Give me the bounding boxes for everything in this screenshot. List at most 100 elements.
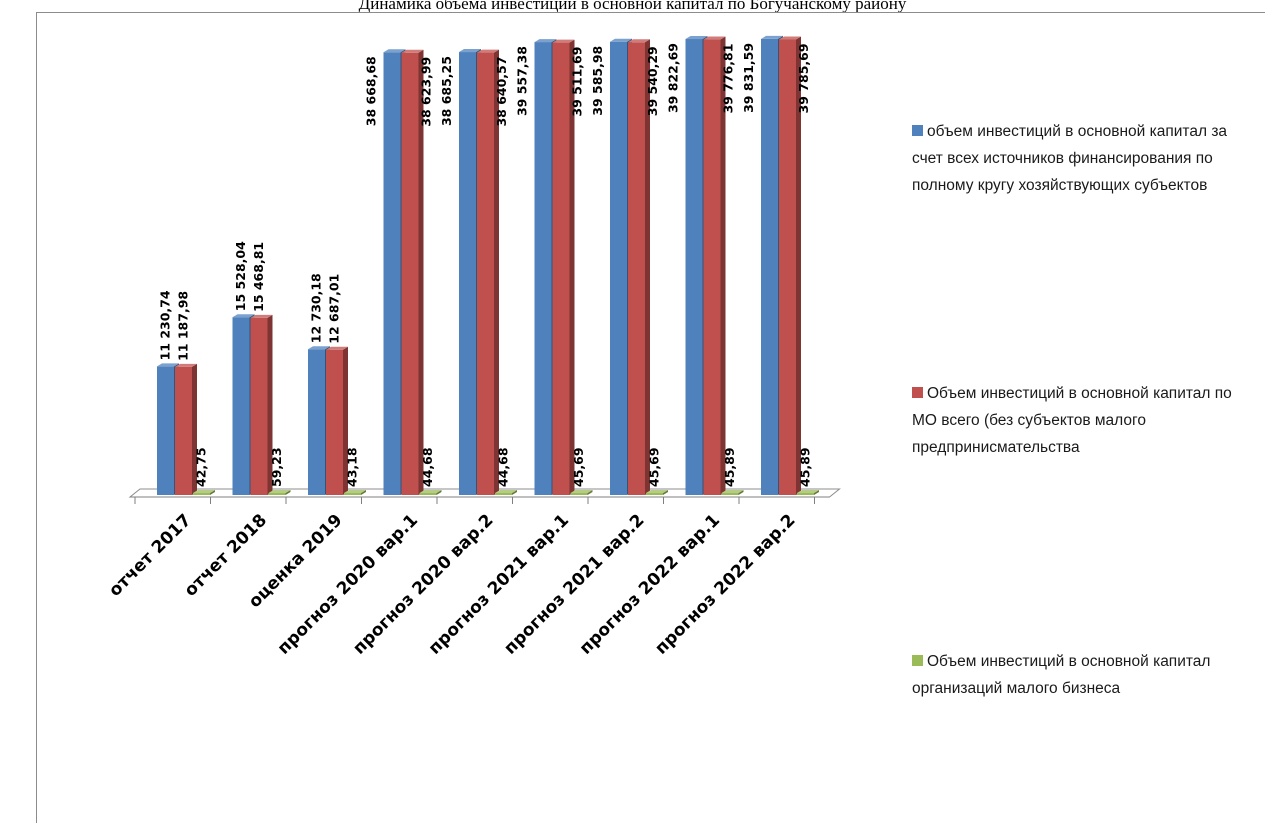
- chart-title: Динамика объема инвестиций в основной ка…: [358, 0, 907, 13]
- bar-top: [477, 49, 499, 53]
- data-label: 45,89: [798, 447, 813, 487]
- data-label: 39 785,69: [796, 43, 811, 113]
- bar-top: [570, 490, 593, 493]
- bar-top: [646, 490, 668, 493]
- data-label: 43,18: [345, 447, 360, 487]
- data-label: 12 687,01: [327, 274, 342, 344]
- bar-front: [383, 52, 401, 495]
- x-tick-label: прогноз 2020 вар.1: [274, 510, 422, 658]
- bar-top: [157, 363, 179, 367]
- x-tick-label: прогноз 2021 вар.2: [500, 510, 648, 658]
- bar-top: [232, 314, 255, 318]
- bar-front: [459, 52, 476, 495]
- bar-front: [779, 39, 796, 495]
- bar-side: [796, 36, 801, 495]
- bar-top: [761, 35, 783, 39]
- bar-top: [250, 314, 273, 318]
- data-label: 45,69: [647, 447, 662, 487]
- bar-front: [646, 493, 663, 495]
- data-label: 45,69: [571, 447, 586, 487]
- bar-front: [761, 38, 778, 496]
- legend-item-total-investment: объем инвестиций в основной капитал за с…: [912, 118, 1242, 199]
- bar-side: [587, 490, 593, 495]
- bar-side: [814, 490, 819, 495]
- bar-top: [268, 490, 291, 493]
- legend-label: Объем инвестиций в основной капитал по М…: [912, 385, 1232, 456]
- data-label: 39 776,81: [721, 44, 736, 114]
- bar-front: [477, 52, 494, 496]
- x-tick-label: прогноз 2022 вар.2: [651, 510, 799, 658]
- data-label: 15 468,81: [251, 242, 266, 312]
- data-label: 11 230,74: [158, 290, 173, 360]
- data-label: 38 623,99: [419, 57, 434, 127]
- bar-top: [552, 39, 575, 43]
- bar-top: [193, 490, 215, 493]
- bar-side: [267, 314, 273, 495]
- bar-front: [326, 349, 343, 495]
- bar-top: [495, 490, 517, 493]
- data-label: 44,68: [496, 447, 511, 487]
- bar-top: [175, 363, 197, 367]
- x-tick-label: прогноз 2021 вар.1: [425, 510, 573, 658]
- bar-side: [512, 490, 517, 495]
- bar-front: [157, 366, 174, 495]
- bar-side: [343, 346, 348, 495]
- legend-label: Объем инвестиций в основной капитал орга…: [912, 653, 1211, 697]
- bar-front: [534, 42, 552, 496]
- bar-front: [628, 42, 645, 496]
- bar-side: [569, 39, 575, 495]
- bar-top: [797, 490, 819, 493]
- legend-swatch: [912, 125, 923, 136]
- bar-top: [534, 39, 557, 43]
- data-label: 38 685,25: [439, 56, 454, 126]
- data-label: 59,23: [269, 447, 284, 487]
- data-label: 38 640,57: [494, 57, 509, 127]
- chart-frame: [36, 12, 1265, 823]
- bar-front: [685, 39, 703, 495]
- data-label: 39 585,98: [590, 46, 605, 116]
- bar-top: [721, 490, 744, 493]
- data-label: 12 730,18: [309, 273, 324, 343]
- legend-item-mo-investment: Объем инвестиций в основной капитал по М…: [912, 380, 1242, 461]
- bar-front: [193, 493, 210, 495]
- data-label: 42,75: [194, 447, 209, 487]
- bar-front: [570, 493, 588, 495]
- bar-front: [344, 493, 361, 495]
- x-tick-label: прогноз 2020 вар.2: [349, 510, 497, 658]
- bar-front: [419, 493, 437, 495]
- bar-top: [610, 38, 632, 42]
- bar-front: [797, 493, 814, 495]
- bar-side: [645, 39, 650, 496]
- data-label: 39 511,69: [570, 47, 585, 117]
- bar-front: [401, 52, 419, 496]
- data-label: 39 540,29: [645, 46, 660, 116]
- bar-side: [738, 490, 744, 495]
- legend-swatch: [912, 655, 923, 666]
- bar-top: [401, 49, 424, 53]
- legend-label: объем инвестиций в основной капитал за с…: [912, 123, 1228, 194]
- data-label: 39 822,69: [666, 43, 681, 113]
- bar-top: [308, 346, 330, 350]
- bar-side: [494, 49, 499, 496]
- bar-side: [436, 490, 442, 495]
- bar-top: [383, 49, 406, 53]
- data-label: 39 557,38: [515, 46, 530, 116]
- data-label: 44,68: [420, 447, 435, 487]
- bar-front: [175, 366, 192, 495]
- data-label: 11 187,98: [176, 291, 191, 361]
- bar-front: [232, 317, 250, 495]
- bar-front: [721, 493, 739, 495]
- bar-front: [552, 42, 570, 495]
- bar-side: [192, 363, 197, 495]
- bar-side: [210, 490, 215, 495]
- data-label: 38 668,68: [364, 56, 379, 126]
- bar-top: [326, 346, 348, 350]
- bar-front: [495, 493, 512, 495]
- bar-front: [703, 39, 721, 495]
- bar-top: [344, 490, 366, 493]
- data-label: 15 528,04: [233, 241, 248, 311]
- bar-top: [459, 49, 481, 53]
- bar-front: [610, 41, 627, 495]
- bar-front: [308, 349, 325, 495]
